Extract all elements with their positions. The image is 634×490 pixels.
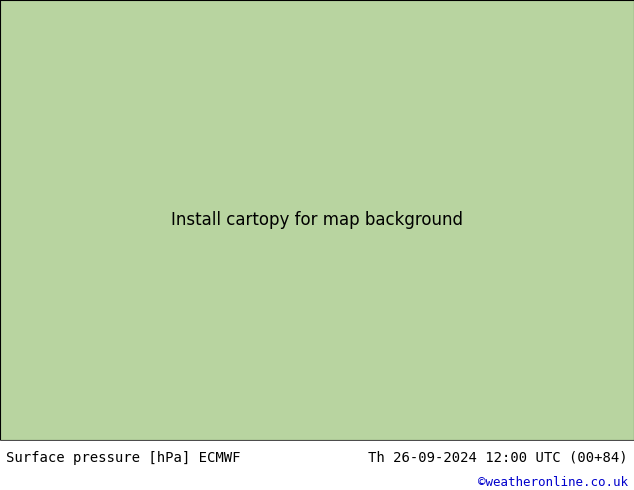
Text: Install cartopy for map background: Install cartopy for map background xyxy=(171,211,463,229)
Text: Surface pressure [hPa] ECMWF: Surface pressure [hPa] ECMWF xyxy=(6,450,241,465)
Text: Th 26-09-2024 12:00 UTC (00+84): Th 26-09-2024 12:00 UTC (00+84) xyxy=(368,450,628,465)
Text: ©weatheronline.co.uk: ©weatheronline.co.uk xyxy=(477,476,628,489)
